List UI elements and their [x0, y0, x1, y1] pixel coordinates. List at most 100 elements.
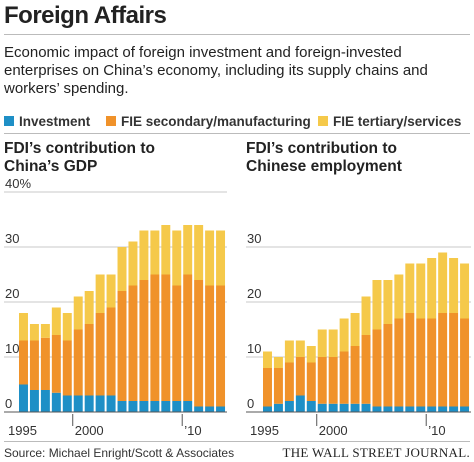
- bar-segment: [438, 406, 448, 412]
- credit: THE WALL STREET JOURNAL.: [282, 445, 470, 460]
- chart-title: FDI’s contribution to Chinese employment: [246, 140, 402, 175]
- bar-segment: [194, 280, 204, 407]
- bar-segment: [416, 318, 426, 407]
- bar-segment: [263, 351, 272, 368]
- bar-segment: [295, 357, 305, 396]
- bar-segment: [84, 395, 94, 412]
- bar-segment: [51, 335, 61, 393]
- y-tick-label: 20: [5, 286, 19, 301]
- bar-segment: [372, 329, 382, 407]
- bar-segment: [405, 406, 415, 412]
- bar-segment: [427, 258, 437, 319]
- bar-segment: [361, 335, 371, 404]
- bar-segment: [40, 337, 50, 390]
- bar-segment: [460, 318, 470, 407]
- y-tick-label: 30: [247, 231, 261, 246]
- bar-segment: [216, 285, 226, 407]
- bar-segment: [460, 406, 470, 412]
- bar-segment: [273, 403, 283, 412]
- bar-segment: [339, 403, 349, 412]
- bar-segment: [438, 252, 448, 313]
- bar-segment: [95, 313, 105, 396]
- bar-segment: [383, 280, 393, 324]
- bar-segment: [284, 401, 294, 412]
- bar-segment: [29, 390, 39, 412]
- bar-segment: [205, 285, 215, 407]
- bar-segment: [427, 318, 437, 407]
- bar-segment: [172, 230, 182, 286]
- bar-segment: [95, 395, 105, 412]
- bar-segment: [19, 384, 28, 412]
- bar-segment: [84, 324, 94, 396]
- bar-segment: [216, 406, 226, 412]
- bar-segment: [139, 280, 149, 401]
- bar-segment: [62, 340, 72, 396]
- bar-segment: [19, 313, 28, 341]
- bar-segment: [306, 346, 316, 363]
- bar-segment: [117, 247, 127, 291]
- x-tick-label: 2000: [75, 423, 104, 438]
- bar-segment: [449, 258, 459, 313]
- bar-segment: [128, 401, 138, 412]
- bar-segment: [328, 357, 338, 404]
- x-tick-label: 1995: [250, 423, 279, 438]
- bar-segment: [263, 406, 272, 412]
- bar-segment: [128, 285, 138, 401]
- bar-segment: [84, 291, 94, 324]
- bar-segment: [317, 357, 327, 404]
- bar-segment: [51, 307, 61, 335]
- bar-segment: [95, 274, 105, 313]
- bar-segment: [62, 313, 72, 341]
- bar-segment: [328, 329, 338, 357]
- bar-segment: [117, 291, 127, 401]
- bar-segment: [460, 263, 470, 319]
- bar-segment: [161, 225, 171, 275]
- subtitle: Economic impact of foreign investment an…: [4, 44, 428, 97]
- bar-segment: [139, 230, 149, 280]
- bar-segment: [284, 340, 294, 363]
- legend-rule: [4, 133, 470, 134]
- bar-segment: [205, 230, 215, 286]
- y-tick-label: 10: [247, 341, 261, 356]
- y-tick-label: 30: [5, 231, 19, 246]
- bar-segment: [427, 406, 437, 412]
- bar-segment: [350, 403, 360, 412]
- legend-swatch: [4, 116, 14, 126]
- bar-segment: [306, 362, 316, 401]
- bar-segment: [449, 406, 459, 412]
- legend-swatch: [106, 116, 116, 126]
- bar-segment: [416, 263, 426, 319]
- bar-segment: [183, 274, 193, 401]
- bar-segment: [51, 392, 61, 412]
- source: Source: Michael Enright/Scott & Associat…: [4, 446, 235, 460]
- bar-segment: [438, 313, 448, 407]
- bar-segment: [449, 313, 459, 407]
- bar-segment: [183, 225, 193, 275]
- bar-segment: [394, 318, 404, 407]
- bar-segment: [328, 403, 338, 412]
- y-tick-label: 40%: [5, 176, 31, 191]
- bar-segment: [106, 395, 116, 412]
- bar-segment: [139, 401, 149, 412]
- bar-segment: [19, 340, 28, 385]
- bar-segment: [361, 403, 371, 412]
- title: Foreign Affairs: [4, 2, 167, 29]
- legend-label: FIE secondary/manufacturing: [121, 114, 311, 129]
- bar-segment: [394, 406, 404, 412]
- bar-segment: [317, 329, 327, 357]
- bar-segment: [183, 401, 193, 412]
- bar-segment: [73, 395, 83, 412]
- y-tick-label: 0: [5, 396, 12, 411]
- bar-segment: [405, 313, 415, 407]
- x-tick-label: 1995: [8, 423, 37, 438]
- bar-segment: [40, 390, 50, 412]
- bar-segment: [29, 340, 39, 390]
- bar-segment: [339, 318, 349, 352]
- bar-segment: [350, 346, 360, 404]
- bar-segment: [161, 401, 171, 412]
- bar-segment: [62, 395, 72, 412]
- bar-segment: [205, 406, 215, 412]
- x-tick-label: 2000: [319, 423, 348, 438]
- bar-segment: [128, 241, 138, 286]
